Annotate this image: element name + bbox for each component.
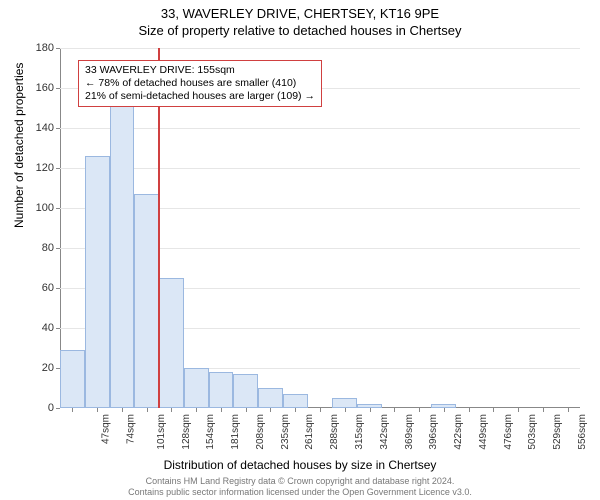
xtick-mark	[345, 408, 346, 412]
xtick-mark	[97, 408, 98, 412]
xtick-mark	[518, 408, 519, 412]
annotation-box: 33 WAVERLEY DRIVE: 155sqm ← 78% of detac…	[78, 60, 322, 107]
ytick-mark	[56, 328, 60, 329]
histogram-bar	[283, 394, 308, 408]
xtick-mark	[122, 408, 123, 412]
xtick-label: 342sqm	[379, 414, 390, 450]
xtick-label: 449sqm	[478, 414, 489, 450]
ytick-label: 120	[20, 162, 54, 174]
gridline	[60, 168, 580, 169]
ytick-mark	[56, 88, 60, 89]
xtick-label: 208sqm	[255, 414, 266, 450]
xtick-mark	[444, 408, 445, 412]
gridline	[60, 128, 580, 129]
xtick-label: 422sqm	[453, 414, 464, 450]
xtick-mark	[270, 408, 271, 412]
xtick-mark	[568, 408, 569, 412]
histogram-bar	[60, 350, 85, 408]
histogram-bar	[332, 398, 357, 408]
xtick-mark	[246, 408, 247, 412]
footer: Contains HM Land Registry data © Crown c…	[0, 476, 600, 498]
page-title-line1: 33, WAVERLEY DRIVE, CHERTSEY, KT16 9PE	[0, 0, 600, 21]
histogram-bar	[209, 372, 234, 408]
ytick-label: 40	[20, 322, 54, 334]
xtick-label: 396sqm	[428, 414, 439, 450]
histogram-bar	[110, 88, 135, 408]
ytick-mark	[56, 168, 60, 169]
ytick-label: 0	[20, 402, 54, 414]
xtick-label: 74sqm	[126, 414, 137, 444]
xtick-label: 476sqm	[503, 414, 514, 450]
histogram-bar	[184, 368, 209, 408]
ytick-label: 80	[20, 242, 54, 254]
xtick-mark	[493, 408, 494, 412]
ytick-mark	[56, 288, 60, 289]
xtick-mark	[295, 408, 296, 412]
footer-line2: Contains public sector information licen…	[0, 487, 600, 498]
xtick-label: 47sqm	[101, 414, 112, 444]
xtick-label: 101sqm	[156, 414, 167, 450]
histogram-bar	[85, 156, 110, 408]
xtick-mark	[394, 408, 395, 412]
chart-area: 02040608010012014016018047sqm74sqm101sqm…	[60, 48, 580, 408]
xtick-label: 181sqm	[230, 414, 241, 450]
xtick-mark	[171, 408, 172, 412]
ytick-mark	[56, 208, 60, 209]
ytick-label: 60	[20, 282, 54, 294]
xtick-label: 288sqm	[329, 414, 340, 450]
xtick-label: 315sqm	[354, 414, 365, 450]
ytick-label: 140	[20, 122, 54, 134]
histogram-bar	[233, 374, 258, 408]
gridline	[60, 48, 580, 49]
ytick-mark	[56, 128, 60, 129]
xtick-label: 235sqm	[280, 414, 291, 450]
xtick-mark	[320, 408, 321, 412]
page-title-line2: Size of property relative to detached ho…	[0, 21, 600, 38]
histogram-bar	[258, 388, 283, 408]
ytick-label: 180	[20, 42, 54, 54]
annotation-line2: ← 78% of detached houses are smaller (41…	[85, 77, 315, 90]
ytick-mark	[56, 48, 60, 49]
annotation-line3: 21% of semi-detached houses are larger (…	[85, 90, 315, 103]
xtick-label: 556sqm	[577, 414, 588, 450]
ytick-mark	[56, 408, 60, 409]
xtick-mark	[196, 408, 197, 412]
xtick-mark	[72, 408, 73, 412]
xtick-mark	[469, 408, 470, 412]
ytick-mark	[56, 248, 60, 249]
histogram-bar	[134, 194, 159, 408]
xtick-label: 503sqm	[527, 414, 538, 450]
xtick-mark	[147, 408, 148, 412]
xtick-mark	[370, 408, 371, 412]
annotation-line1: 33 WAVERLEY DRIVE: 155sqm	[85, 64, 315, 77]
histogram-bar	[159, 278, 184, 408]
x-axis-label: Distribution of detached houses by size …	[0, 458, 600, 472]
xtick-mark	[221, 408, 222, 412]
xtick-mark	[419, 408, 420, 412]
xtick-mark	[543, 408, 544, 412]
ytick-label: 100	[20, 202, 54, 214]
footer-line1: Contains HM Land Registry data © Crown c…	[0, 476, 600, 487]
ytick-label: 160	[20, 82, 54, 94]
xtick-label: 529sqm	[552, 414, 563, 450]
ytick-label: 20	[20, 362, 54, 374]
xtick-label: 128sqm	[181, 414, 192, 450]
xtick-label: 261sqm	[305, 414, 316, 450]
xtick-label: 369sqm	[404, 414, 415, 450]
xtick-label: 154sqm	[206, 414, 217, 450]
